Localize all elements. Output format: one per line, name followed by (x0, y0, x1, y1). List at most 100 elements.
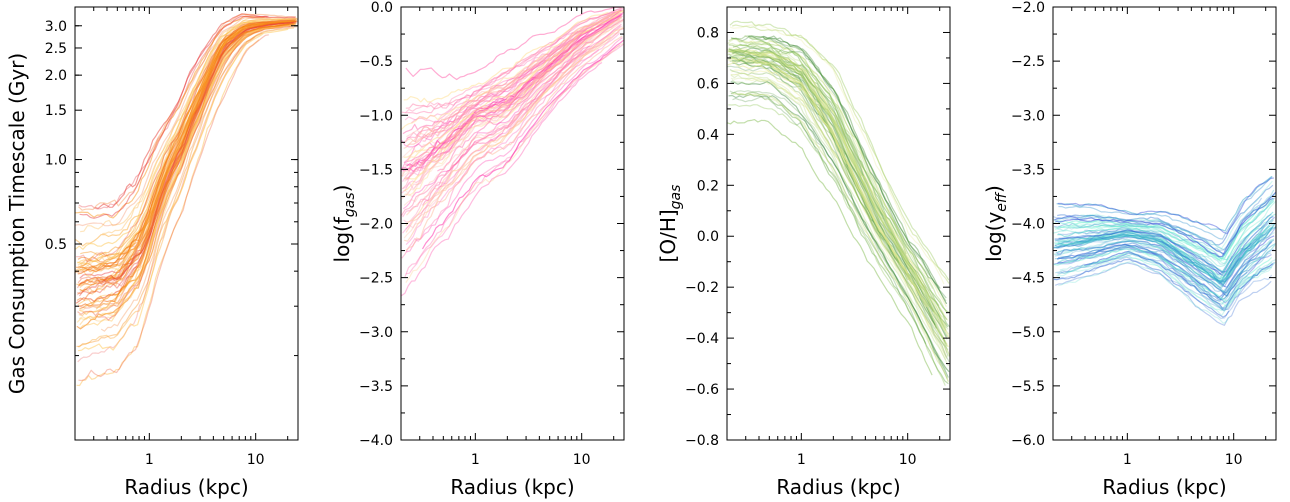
series-line (757, 52, 947, 327)
series-line (405, 31, 620, 233)
series-line (1084, 250, 1274, 309)
series-line (748, 35, 941, 289)
y-tick-label: −1.0 (359, 108, 393, 124)
series-line (402, 27, 624, 234)
series-line (727, 49, 903, 254)
series-line (739, 43, 907, 255)
panel-oh-gas: 1 10 Radius (kpc) −0.8 −0.6 −0.4 −0.2 0.0 0.2 0.4… (656, 6, 951, 499)
x-axis-gas-fraction: 1 10 Radius (kpc) (400, 7, 615, 499)
series-line (95, 13, 268, 209)
series-line (728, 48, 947, 331)
series-line (404, 35, 592, 182)
series-line (732, 45, 950, 328)
series-line (404, 16, 623, 180)
series-line (403, 20, 624, 206)
series-line (401, 61, 603, 297)
series-line (1054, 199, 1275, 260)
series-line (403, 21, 596, 144)
series-line (1057, 177, 1275, 235)
series-line (405, 7, 624, 81)
series-lines-gas-consumption (75, 13, 298, 387)
series-line (432, 15, 623, 159)
series-lines-oh-gas (727, 20, 950, 386)
series-line (1057, 184, 1274, 246)
x-tick-label: 10 (573, 452, 591, 468)
series-line (401, 18, 620, 178)
x-axis-label: Radius (kpc) (776, 475, 900, 499)
series-line (401, 23, 622, 216)
series-line (414, 17, 610, 143)
series-line (401, 7, 624, 115)
series-line (80, 17, 297, 233)
x-tick-label: 10 (899, 452, 917, 468)
series-line (78, 28, 289, 352)
y-tick-label: −5.0 (1011, 325, 1045, 341)
series-line (1054, 248, 1273, 303)
y-tick-label: −0.8 (685, 433, 719, 449)
series-line (75, 20, 296, 277)
series-line (405, 43, 624, 283)
series-line (732, 96, 927, 344)
series-line (1056, 235, 1275, 288)
y-tick-label: −1.5 (359, 162, 393, 178)
series-line (1053, 245, 1248, 301)
series-line (1054, 200, 1276, 265)
series-line (729, 48, 927, 289)
y-tick-label: −2.5 (1011, 54, 1045, 70)
series-lines-effective-yield (1053, 176, 1276, 326)
series-line (1059, 251, 1276, 310)
series-line (78, 21, 297, 287)
series-line (401, 33, 590, 172)
series-line (79, 23, 267, 292)
series-line (406, 37, 623, 253)
series-line (1056, 244, 1237, 296)
series-line (404, 14, 622, 171)
series-line (1054, 262, 1272, 326)
series-line (401, 12, 620, 174)
x-axis-gas-consumption: 1 10 Radius (kpc) (74, 7, 289, 499)
series-line (75, 18, 296, 250)
y-tick-label: −4.5 (1011, 271, 1045, 287)
series-line (78, 22, 285, 297)
series-line (730, 72, 948, 359)
series-line (100, 26, 297, 332)
series-line (98, 18, 297, 260)
plot-frame (726, 6, 951, 441)
y-tick-label: 2.5 (45, 41, 67, 57)
series-line (730, 35, 947, 302)
series-line (731, 35, 947, 299)
series-line (1053, 258, 1230, 318)
series-line (1056, 176, 1273, 232)
series-line (75, 15, 265, 219)
series-line (401, 49, 600, 259)
series-line (1054, 215, 1274, 273)
y-tick-label: 0.6 (697, 76, 719, 92)
series-line (403, 16, 622, 192)
x-axis-effective-yield: 1 10 Radius (kpc) (1052, 7, 1267, 499)
series-line (1055, 253, 1276, 311)
series-line (401, 10, 621, 131)
series-line (403, 9, 624, 158)
series-line (728, 59, 950, 348)
series-line (78, 24, 296, 322)
series-line (102, 18, 295, 235)
y-tick-label: −6.0 (1011, 433, 1045, 449)
series-line (1053, 238, 1275, 293)
series-line (421, 39, 624, 250)
series-line (1057, 232, 1275, 289)
series-line (1053, 256, 1273, 319)
series-line (79, 25, 262, 292)
x-axis-oh-gas: 1 10 Radius (kpc) (726, 7, 941, 499)
y-tick-label: 0.2 (697, 178, 719, 194)
series-line (101, 21, 295, 283)
x-tick-label: 10 (247, 452, 265, 468)
series-line (729, 20, 950, 281)
series-line (1071, 226, 1276, 284)
y-tick-label: −0.2 (685, 280, 719, 296)
series-line (1055, 239, 1275, 294)
series-line (405, 26, 624, 227)
series-line (729, 69, 949, 357)
